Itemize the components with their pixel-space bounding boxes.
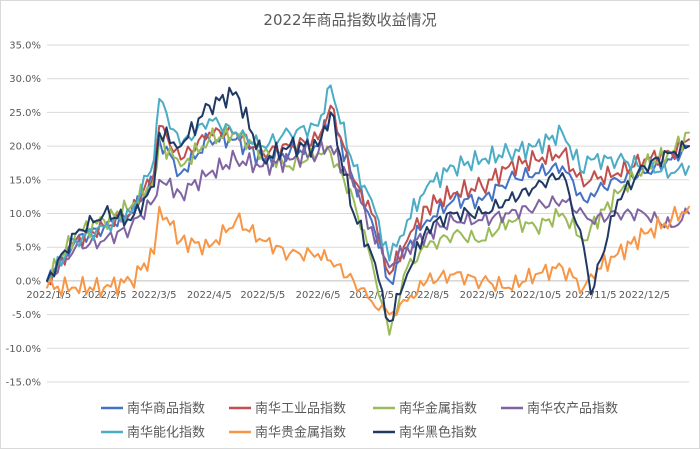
x-tick-label: 2022/11/5 [565, 290, 616, 301]
x-tick-label: 2022/7/5 [349, 290, 394, 301]
series-line [46, 139, 690, 282]
legend-item: 南华能化指数 [101, 425, 205, 441]
series-line [46, 125, 690, 336]
legend-item: 南华金属指数 [373, 401, 477, 417]
x-tick-label: 2022/3/5 [132, 290, 177, 301]
legend-label: 南华黑色指数 [399, 425, 477, 441]
series-line [46, 86, 690, 323]
y-tick-label: -5.0% [12, 310, 41, 321]
y-tick-label: 35.0% [9, 41, 41, 52]
x-tick-label: 2022/10/5 [510, 290, 561, 301]
x-tick-label: 2022/4/5 [187, 290, 232, 301]
x-tick-label: 2022/9/5 [460, 290, 505, 301]
y-tick-label: -15.0% [6, 378, 41, 389]
legend-label: 南华工业品指数 [255, 401, 346, 417]
x-tick-label: 2022/12/5 [619, 290, 670, 301]
legend-item: 南华商品指数 [101, 401, 205, 417]
series-lines [46, 84, 690, 336]
legend-item: 南华黑色指数 [373, 425, 477, 441]
series-line [46, 84, 690, 282]
y-tick-label: 20.0% [9, 142, 41, 153]
y-tick-label: -10.0% [6, 344, 41, 355]
legend-label: 南华贵金属指数 [255, 425, 346, 441]
legend-item: 南华农产品指数 [501, 401, 618, 417]
y-tick-label: 30.0% [9, 74, 41, 85]
x-tick-label: 2022/8/5 [404, 290, 449, 301]
legend-label: 南华农产品指数 [527, 401, 618, 417]
y-tick-label: 10.0% [9, 209, 41, 220]
series-line [46, 205, 690, 316]
x-tick-label: 2022/6/5 [296, 290, 341, 301]
y-axis-ticks: -15.0% -10.0% -5.0% 0.0% 5.0% 10.0% 15.0% 20.0%… [6, 41, 41, 389]
x-tick-label: 2022/1/5 [26, 290, 71, 301]
legend-label: 南华金属指数 [399, 401, 477, 417]
legend-label: 南华能化指数 [127, 425, 205, 441]
y-tick-label: 25.0% [9, 108, 41, 119]
chart-title: 2022年商品指数收益情况 [263, 11, 436, 29]
legend-item: 南华工业品指数 [229, 401, 346, 417]
x-tick-label: 2022/2/5 [82, 290, 127, 301]
y-tick-label: 0.0% [16, 276, 41, 287]
x-axis-ticks: 2022/1/5 2022/2/5 2022/3/5 2022/4/5 2022/5/5… [26, 290, 670, 301]
legend-item: 南华贵金属指数 [229, 425, 346, 441]
y-tick-label: 15.0% [9, 175, 41, 186]
x-tick-label: 2022/5/5 [240, 290, 285, 301]
y-tick-label: 5.0% [16, 243, 41, 254]
legend-label: 南华商品指数 [127, 401, 205, 417]
